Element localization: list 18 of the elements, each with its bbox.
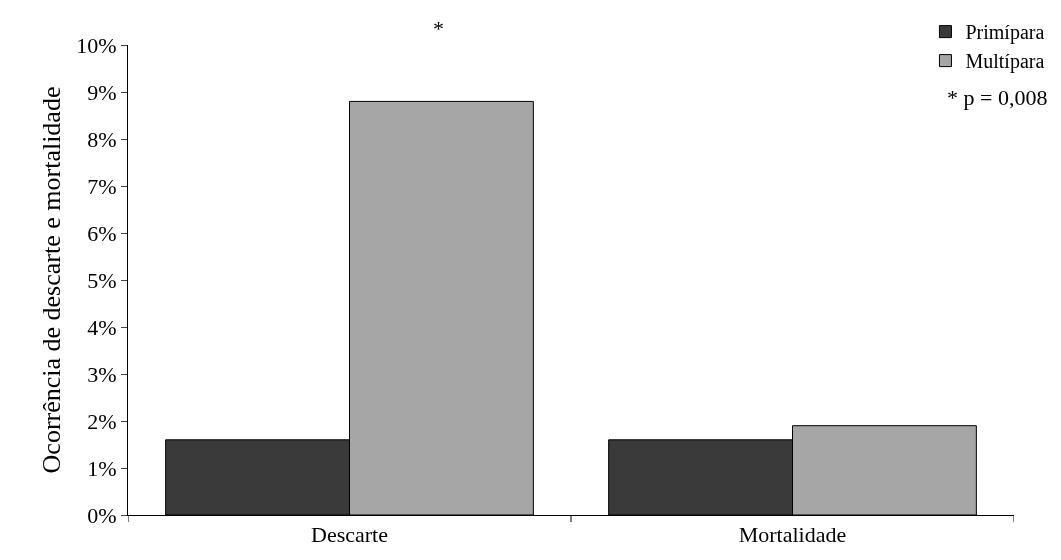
y-tick-label: 5%	[87, 267, 117, 293]
x-tick-label: Mortalidade	[738, 522, 847, 548]
text: *	[433, 16, 444, 41]
y-tick-label: 10%	[76, 32, 117, 58]
y-tick-label: 9%	[87, 79, 117, 105]
y-tick-label: 2%	[87, 408, 117, 434]
x-tick-label: Descarte	[311, 522, 388, 548]
annotation: * p = 0,008	[947, 85, 1048, 110]
y-axis-title: Ocorrência de descarte e mortalidade	[36, 86, 66, 474]
y-tick-label: 1%	[87, 455, 117, 481]
legend-label: Primípara	[965, 21, 1045, 45]
legend-label: Multípara	[965, 50, 1045, 74]
y-tick-label: 8%	[87, 126, 117, 152]
y-tick-label: 0%	[87, 502, 117, 528]
y-tick-label: 4%	[87, 314, 117, 340]
y-tick-label: 6%	[87, 220, 117, 246]
y-tick-label: 3%	[87, 361, 117, 387]
y-tick-label: 7%	[87, 173, 117, 199]
